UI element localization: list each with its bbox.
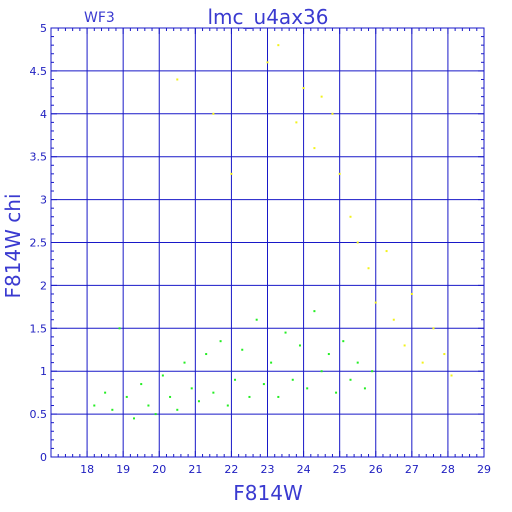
yellow-point — [331, 112, 334, 115]
green-point — [363, 387, 366, 390]
yellow-point — [230, 172, 233, 175]
green-point — [291, 378, 294, 381]
yellow-point — [266, 61, 269, 64]
green-point — [320, 370, 323, 373]
x-tick-label: 28 — [441, 463, 455, 476]
green-point — [306, 387, 309, 390]
yellow-point — [392, 318, 395, 321]
green-point — [270, 361, 273, 364]
y-tick-label: 3.5 — [30, 151, 48, 164]
y-tick-label: 4 — [40, 108, 47, 121]
y-tick-label: 1.5 — [30, 322, 48, 335]
yellow-point — [443, 353, 446, 356]
y-tick-label: 2.5 — [30, 237, 48, 250]
x-tick-label: 19 — [116, 463, 130, 476]
y-tick-label: 4.5 — [30, 65, 48, 78]
green-point — [111, 408, 114, 411]
green-point — [234, 378, 237, 381]
green-point — [140, 383, 143, 386]
green-point — [118, 327, 121, 330]
yellow-point — [277, 44, 280, 47]
green-point — [313, 310, 316, 313]
green-point — [356, 361, 359, 364]
green-point — [335, 391, 338, 394]
yellow-point-cloud — [176, 44, 453, 377]
x-tick-label: 21 — [188, 463, 202, 476]
green-point — [255, 318, 258, 321]
green-point — [205, 353, 208, 356]
y-tick-label: 3 — [40, 194, 47, 207]
x-tick-label: 18 — [80, 463, 94, 476]
yellow-point — [212, 112, 215, 115]
yellow-point — [410, 292, 413, 295]
tick-marks — [50, 27, 485, 458]
x-tick-label: 26 — [369, 463, 383, 476]
yellow-point — [302, 87, 305, 90]
green-point — [284, 331, 287, 334]
yellow-point — [450, 374, 453, 377]
y-tick-label: 0.5 — [30, 408, 48, 421]
green-point — [226, 404, 229, 407]
yellow-point — [338, 172, 341, 175]
green-point — [176, 408, 179, 411]
x-tick-label: 29 — [477, 463, 491, 476]
y-tick-labels: 0 0.5 1 1.5 2 2.5 3 3.5 4 4.5 5 — [30, 22, 48, 464]
green-point — [219, 340, 222, 343]
green-point — [161, 374, 164, 377]
green-point — [212, 391, 215, 394]
green-point — [262, 383, 265, 386]
x-tick-label: 22 — [224, 463, 238, 476]
green-point — [349, 378, 352, 381]
green-point — [190, 387, 193, 390]
y-tick-label: 0 — [40, 451, 47, 464]
green-point — [169, 395, 172, 398]
yellow-point — [313, 147, 316, 150]
green-point — [125, 395, 128, 398]
yellow-point — [374, 301, 377, 304]
yellow-point — [176, 78, 179, 81]
green-point — [104, 391, 107, 394]
green-point-cloud — [93, 310, 374, 420]
green-point — [147, 404, 150, 407]
green-point — [298, 344, 301, 347]
green-point — [93, 404, 96, 407]
x-tick-labels: 18 19 20 21 22 23 24 25 26 27 28 29 — [80, 463, 491, 476]
green-point — [183, 361, 186, 364]
x-axis-label: F814W — [233, 481, 303, 505]
chart-title: lmc_u4ax36 — [208, 5, 329, 29]
yellow-point — [403, 344, 406, 347]
green-point — [154, 413, 157, 416]
yellow-point — [320, 95, 323, 98]
x-tick-label: 23 — [261, 463, 275, 476]
green-point — [132, 417, 135, 420]
x-tick-label: 20 — [152, 463, 166, 476]
y-tick-label: 1 — [40, 365, 47, 378]
green-point — [371, 370, 374, 373]
yellow-point — [421, 361, 424, 364]
green-point — [327, 353, 330, 356]
grid-lines — [51, 27, 485, 458]
y-axis-label: F814W chi — [1, 193, 25, 298]
green-point — [342, 340, 345, 343]
yellow-point — [432, 327, 435, 330]
x-tick-label: 25 — [333, 463, 347, 476]
green-point — [241, 348, 244, 351]
green-point — [248, 395, 251, 398]
y-tick-label: 5 — [40, 22, 47, 35]
x-tick-label: 27 — [405, 463, 419, 476]
x-tick-label: 24 — [297, 463, 311, 476]
green-point — [277, 395, 280, 398]
chart-subtitle: WF3 — [84, 10, 115, 26]
yellow-point — [367, 267, 370, 270]
y-tick-label: 2 — [40, 279, 47, 292]
yellow-point — [349, 215, 352, 218]
yellow-point — [356, 241, 359, 244]
yellow-point — [385, 250, 388, 253]
green-point — [197, 400, 200, 403]
yellow-point — [295, 121, 298, 124]
